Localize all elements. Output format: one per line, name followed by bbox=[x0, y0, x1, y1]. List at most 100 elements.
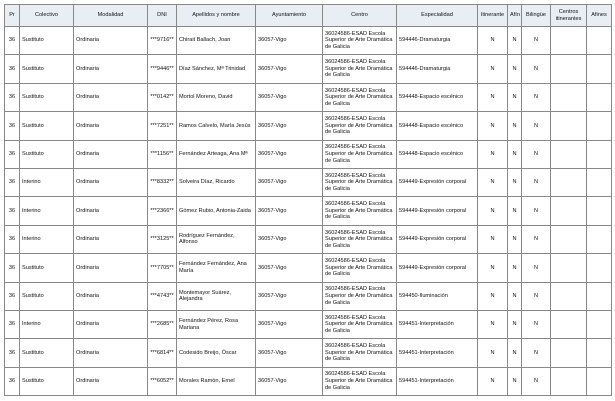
cell-afines bbox=[586, 224, 612, 255]
table-row: 36 Interino Ordinaria ***2685** Fernández Pé… bbox=[4, 309, 612, 340]
cell-ayuntamiento: 36057-Vigo bbox=[255, 196, 323, 226]
cell-afin: N bbox=[507, 281, 522, 311]
cell-ayuntamiento: 36057-Vigo bbox=[255, 111, 323, 141]
cell-bilingue: N bbox=[521, 54, 551, 84]
cell-afin: N bbox=[507, 139, 522, 169]
cell-afin: N bbox=[507, 224, 522, 255]
cell-apellidos-nombre: Solveira Díaz, Ricardo bbox=[176, 167, 256, 198]
cell-afin: N bbox=[507, 54, 522, 84]
cell-centros-itinerantes bbox=[550, 25, 587, 56]
cell-centros-itinerantes bbox=[550, 309, 587, 340]
cell-especialidad: 594451-Interpretación bbox=[396, 338, 478, 368]
header-modalidad: Modalidad bbox=[73, 4, 148, 27]
cell-colectivo: Interino bbox=[19, 309, 74, 340]
cell-dni: ***7705** bbox=[147, 253, 177, 283]
cell-centro: 36024586-ESAD Escola Superior de Arte Dr… bbox=[322, 309, 397, 340]
cell-itinerante: N bbox=[477, 25, 508, 56]
cell-bilingue: N bbox=[521, 366, 551, 397]
cell-afines bbox=[586, 309, 612, 340]
cell-modalidad: Ordinaria bbox=[73, 309, 148, 340]
table-row: 36 Interino Ordinaria ***8332** Solveira Día… bbox=[4, 167, 612, 198]
cell-colectivo: Interino bbox=[19, 224, 74, 255]
cell-ayuntamiento: 36057-Vigo bbox=[255, 281, 323, 311]
cell-dni: ***2366** bbox=[147, 196, 177, 226]
cell-itinerante: N bbox=[477, 366, 508, 397]
cell-pr: 36 bbox=[4, 253, 20, 283]
cell-centro: 36024586-ESAD Escola Superior de Arte Dr… bbox=[322, 139, 397, 169]
cell-especialidad: 594448-Espacio escénico bbox=[396, 82, 478, 113]
cell-centro: 36024586-ESAD Escola Superior de Arte Dr… bbox=[322, 366, 397, 397]
cell-modalidad: Ordinaria bbox=[73, 54, 148, 84]
cell-especialidad: 594451-Interpretación bbox=[396, 366, 478, 397]
cell-itinerante: N bbox=[477, 196, 508, 226]
table-row: 36 Interino Ordinaria ***3125** Rodríguez Fe… bbox=[4, 224, 612, 255]
cell-afin: N bbox=[507, 25, 522, 56]
cell-dni: ***7251** bbox=[147, 111, 177, 141]
cell-afines bbox=[586, 54, 612, 84]
header-centro: Centro bbox=[322, 4, 397, 27]
cell-pr: 36 bbox=[4, 111, 20, 141]
header-itinerante: Itinerante bbox=[477, 4, 508, 27]
cell-afin: N bbox=[507, 196, 522, 226]
cell-centro: 36024586-ESAD Escola Superior de Arte Dr… bbox=[322, 167, 397, 198]
cell-apellidos-nombre: Mortol Moreno, David bbox=[176, 82, 256, 113]
cell-afines bbox=[586, 253, 612, 283]
cell-dni: ***9716** bbox=[147, 25, 177, 56]
cell-centro: 36024586-ESAD Escola Superior de Arte Dr… bbox=[322, 281, 397, 311]
cell-itinerante: N bbox=[477, 54, 508, 84]
table-row: 36 Sustituto Ordinaria ***9446** Díaz Sánche… bbox=[4, 54, 612, 84]
cell-apellidos-nombre: Rodríguez Fernández, Alfonso bbox=[176, 224, 256, 255]
cell-apellidos-nombre: Codesido Breijo, Óscar bbox=[176, 338, 256, 368]
cell-centros-itinerantes bbox=[550, 281, 587, 311]
cell-centro: 36024586-ESAD Escola Superior de Arte Dr… bbox=[322, 25, 397, 56]
cell-modalidad: Ordinaria bbox=[73, 82, 148, 113]
cell-itinerante: N bbox=[477, 253, 508, 283]
table-row: 36 Sustituto Ordinaria ***0142** Mortol More… bbox=[4, 82, 612, 113]
cell-colectivo: Interino bbox=[19, 167, 74, 198]
cell-colectivo: Sustituto bbox=[19, 338, 74, 368]
header-ayuntamiento: Ayuntamiento bbox=[255, 4, 323, 27]
header-row: Pr Colectivo Modalidad DNI Apellidos y nombr… bbox=[4, 4, 612, 27]
cell-centros-itinerantes bbox=[550, 366, 587, 397]
cell-centros-itinerantes bbox=[550, 224, 587, 255]
cell-colectivo: Sustituto bbox=[19, 111, 74, 141]
cell-especialidad: 594449-Expresión corporal bbox=[396, 167, 478, 198]
header-dni: DNI bbox=[147, 4, 177, 27]
cell-modalidad: Ordinaria bbox=[73, 111, 148, 141]
cell-centro: 36024586-ESAD Escola Superior de Arte Dr… bbox=[322, 54, 397, 84]
cell-bilingue: N bbox=[521, 224, 551, 255]
cell-especialidad: 594451-Interpretación bbox=[396, 309, 478, 340]
cell-especialidad: 594449-Expresión corporal bbox=[396, 196, 478, 226]
header-pr: Pr bbox=[4, 4, 20, 27]
cell-afin: N bbox=[507, 167, 522, 198]
cell-bilingue: N bbox=[521, 82, 551, 113]
table-row: 36 Interino Ordinaria ***2366** Gómez Rubio,… bbox=[4, 196, 612, 226]
cell-modalidad: Ordinaria bbox=[73, 366, 148, 397]
cell-bilingue: N bbox=[521, 253, 551, 283]
table-row: 36 Sustituto Ordinaria ***6814** Codesido Br… bbox=[4, 338, 612, 368]
cell-pr: 36 bbox=[4, 167, 20, 198]
cell-centros-itinerantes bbox=[550, 54, 587, 84]
cell-afin: N bbox=[507, 111, 522, 141]
cell-centro: 36024586-ESAD Escola Superior de Arte Dr… bbox=[322, 196, 397, 226]
table-row: 36 Sustituto Ordinaria ***9716** Chirait Bal… bbox=[4, 25, 612, 56]
cell-colectivo: Sustituto bbox=[19, 54, 74, 84]
cell-colectivo: Interino bbox=[19, 196, 74, 226]
cell-colectivo: Sustituto bbox=[19, 82, 74, 113]
header-afin: Afín bbox=[507, 4, 522, 27]
cell-modalidad: Ordinaria bbox=[73, 224, 148, 255]
cell-ayuntamiento: 36057-Vigo bbox=[255, 366, 323, 397]
cell-itinerante: N bbox=[477, 338, 508, 368]
cell-ayuntamiento: 36057-Vigo bbox=[255, 253, 323, 283]
cell-afines bbox=[586, 82, 612, 113]
cell-dni: ***6052** bbox=[147, 366, 177, 397]
cell-afines bbox=[586, 25, 612, 56]
table-row: 36 Sustituto Ordinaria ***6052** Morales Ram… bbox=[4, 366, 612, 397]
cell-ayuntamiento: 36057-Vigo bbox=[255, 338, 323, 368]
cell-pr: 36 bbox=[4, 338, 20, 368]
cell-centros-itinerantes bbox=[550, 253, 587, 283]
cell-ayuntamiento: 36057-Vigo bbox=[255, 167, 323, 198]
cell-especialidad: 594446-Dramaturgia bbox=[396, 25, 478, 56]
cell-modalidad: Ordinaria bbox=[73, 253, 148, 283]
cell-apellidos-nombre: Ramos Calvelo, María Jesús bbox=[176, 111, 256, 141]
